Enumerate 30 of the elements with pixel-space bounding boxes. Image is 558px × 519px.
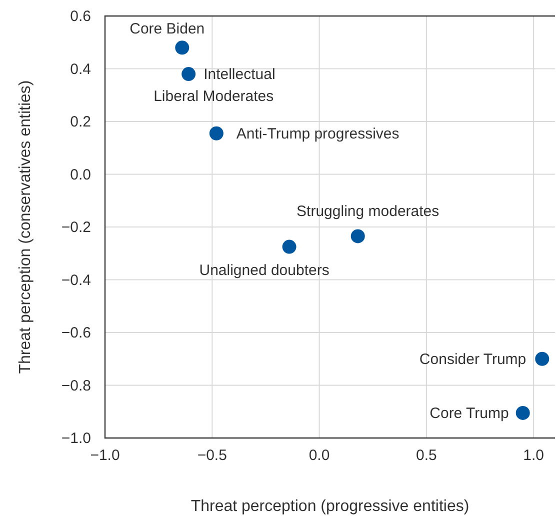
x-tick-label: 1.0 <box>523 447 544 464</box>
y-tick-label: 0.2 <box>70 114 91 130</box>
annotation: Unaligned doubters <box>199 262 330 279</box>
y-tick-label: 0.6 <box>70 8 91 25</box>
y-tick-label: 0.0 <box>70 166 91 184</box>
point <box>535 352 550 366</box>
annotation: Intellectual Liberal Moderates <box>154 66 276 106</box>
y-tick-label: −0.4 <box>61 272 91 289</box>
x-tick-label: 0.5 <box>416 447 437 464</box>
annotation: Struggling moderates <box>296 203 440 220</box>
x-axis-title: Threat perception (progressive entities) <box>190 498 470 515</box>
annotation: Core Trump <box>430 404 509 422</box>
y-axis-title: Threat perception (conservatives entities) <box>17 80 34 374</box>
x-tick-label: −0.5 <box>197 447 227 464</box>
x-tick-label: 0.0 <box>308 447 330 464</box>
point <box>350 229 365 244</box>
annotation: Core Biden <box>130 20 205 38</box>
x-tick-label: −1.0 <box>90 447 120 464</box>
y-tick-label: −0.2 <box>61 219 91 236</box>
point <box>182 67 196 82</box>
y-tick-label: −1.0 <box>61 430 91 447</box>
point <box>516 406 530 420</box>
point <box>175 40 190 55</box>
y-tick-label: −0.8 <box>61 377 91 394</box>
y-tick-label: 0.4 <box>70 60 91 78</box>
y-tick-label: −0.6 <box>61 324 91 342</box>
point <box>209 126 224 140</box>
point <box>282 240 296 254</box>
annotation: Consider Trump <box>419 350 526 368</box>
annotation: Anti-Trump progressives <box>236 125 400 142</box>
